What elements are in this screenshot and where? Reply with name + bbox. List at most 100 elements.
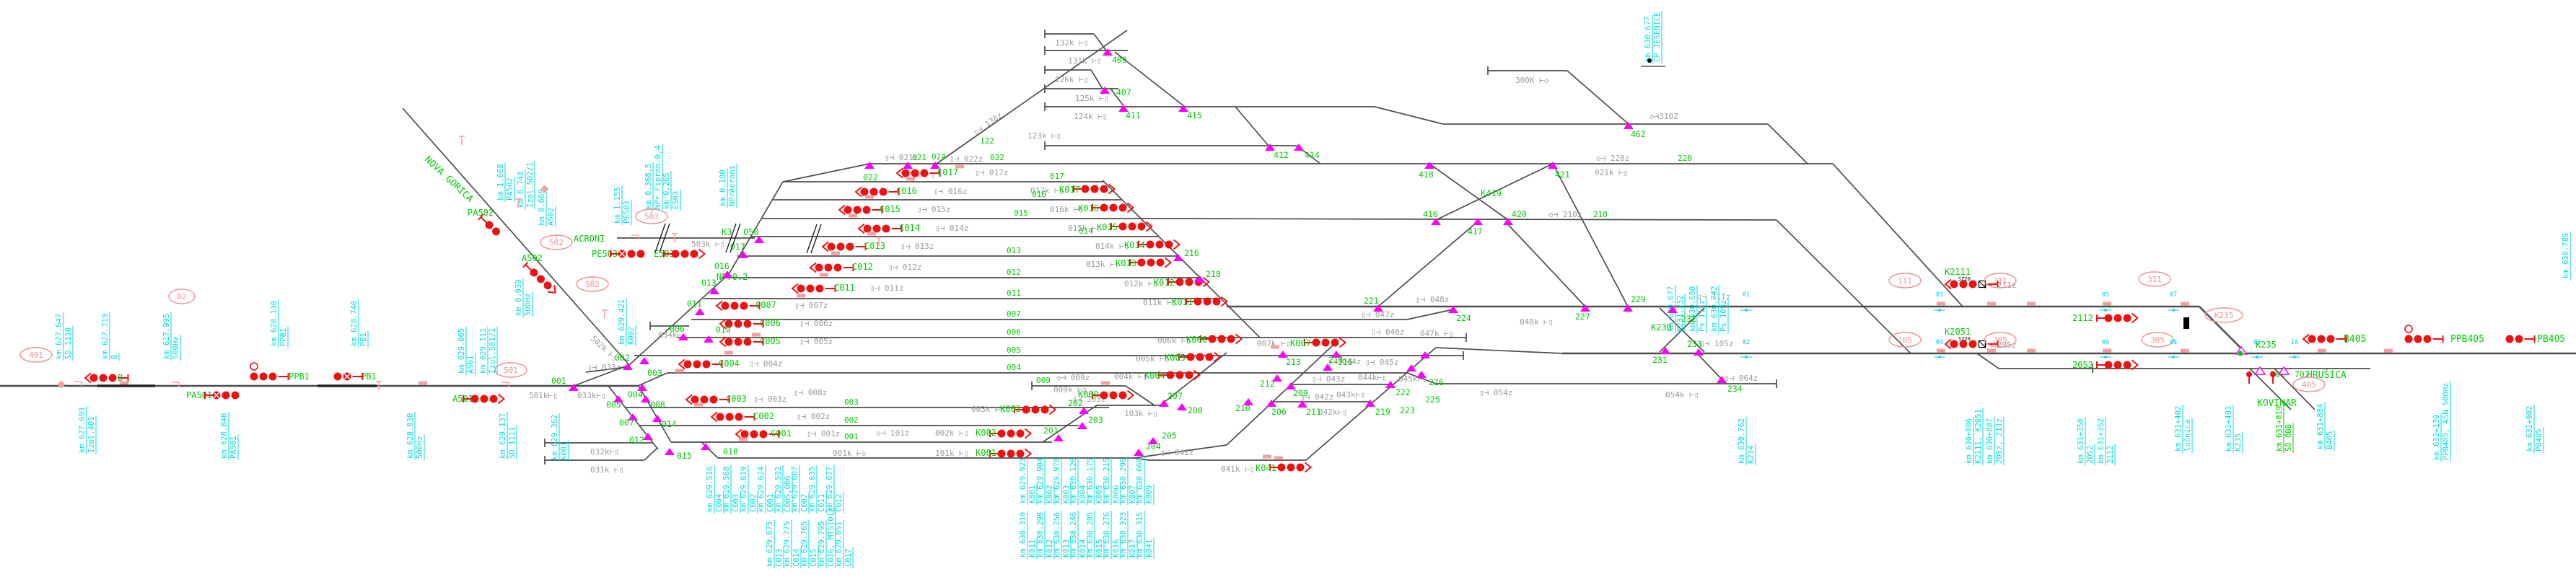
km-post: km 629.111 Izol.501/1: [479, 327, 498, 375]
km-post: km 627.995 500Hz: [162, 312, 181, 361]
signal-name: C016: [896, 186, 917, 196]
level-crossing: [806, 224, 822, 254]
km-post: km 630.285 K015: [1086, 511, 1105, 559]
km-post-name: ŠD ÖBB: [2284, 424, 2293, 452]
signal-e503: [663, 248, 706, 260]
track-line: [1429, 163, 1509, 221]
signal-k006: K006: [1186, 333, 1243, 345]
track-end-label: ◇⊣ 210z: [1548, 210, 1582, 219]
signal-lamp: [759, 430, 768, 439]
track-line: [1832, 163, 1963, 307]
point-number-214: 214: [1328, 355, 1344, 365]
badge-text: 501: [504, 366, 518, 375]
km-post-name: A501: [467, 356, 476, 374]
km-post: km 630.126 K004: [1069, 457, 1088, 505]
km-post-name: C005,006: [784, 475, 792, 512]
km-post-name: K005: [1095, 485, 1104, 503]
point-number-210: 210: [1235, 403, 1250, 413]
insulated-joint-mark: [739, 437, 748, 441]
signal-lamp: [2515, 335, 2523, 343]
km-post-value: km 1.668: [496, 164, 505, 201]
label-122: 122: [980, 136, 994, 146]
km-post-value: km 629.111: [479, 328, 488, 374]
signal-lamp: [485, 221, 494, 229]
point-024: [930, 162, 940, 169]
label-pb1: PB1: [361, 371, 377, 382]
axle-counter-06: 06: [2100, 339, 2111, 358]
signal-a502: [522, 261, 556, 294]
point-201: [1053, 434, 1064, 441]
km-post-name: Izol.501/1: [489, 328, 497, 374]
track-end-label: ▯⊣ 211z: [1983, 281, 2016, 290]
signal-lamp: [1118, 391, 1127, 400]
track-end-label: 033k⊢▯: [577, 391, 606, 400]
point-211: [1297, 400, 1307, 408]
track-end-label: ▯⊣ 022z: [950, 154, 983, 164]
point-234: [1717, 376, 1727, 383]
signal-lamp: [480, 395, 489, 403]
label-2112: 2112: [2072, 313, 2093, 323]
axle-counter-number: 09: [2253, 339, 2261, 346]
km-post-name: C016, MTS101z: [827, 508, 836, 567]
point-418: [1424, 162, 1434, 169]
signal-name: K003: [1000, 404, 1021, 414]
signal-k016: K016: [1078, 202, 1135, 213]
signal-lamp: [1287, 463, 1295, 472]
signal-lamp: [1959, 280, 1968, 288]
point-number-216: 216: [1184, 248, 1199, 258]
km-post-value: km 629.624: [757, 467, 766, 512]
badge-205: 205: [1984, 332, 2017, 348]
point-010: [704, 335, 714, 343]
signal-lamp: [836, 242, 845, 251]
km-post-name: K007: [1129, 485, 1137, 503]
point-012: [643, 433, 653, 440]
track-end-label: 300K ⊢◇: [1515, 76, 1549, 85]
signal-lamp: [1109, 203, 1118, 212]
point-number-233: 233: [1687, 339, 1702, 349]
insulated-joint-mark: [831, 251, 840, 255]
km-post-name: C013: [775, 549, 784, 567]
signal-lamp: [89, 374, 98, 382]
track-end-label: 003k ⊢▯: [971, 405, 1004, 414]
track-end-label: ▯⊣ 006z: [799, 319, 833, 328]
km-post: km 1.668 PA502: [496, 162, 515, 202]
km-post-value: km 630.742: [1710, 286, 1719, 332]
label-k2051: K2051: [1945, 327, 1971, 337]
km-post: km 630.677K231,232: [1667, 285, 1686, 333]
track-end-label: ▯⊣ 064z: [1725, 374, 1758, 383]
point-415: [1178, 105, 1188, 112]
km-post-value: km 630.276: [1103, 512, 1111, 558]
km-post: km 630.246 K014: [1069, 511, 1088, 559]
signal-k005: K005: [1165, 351, 1222, 363]
track-line: [1114, 51, 1186, 107]
point-number-225: 225: [1425, 395, 1440, 405]
km-post: km 0.748 Izol.502/1: [517, 161, 535, 209]
signal-lamp: [2423, 335, 2432, 343]
track-end-label: 042k⊢▯: [1318, 408, 1347, 417]
track-line: [637, 372, 668, 387]
signal-name: C005: [760, 336, 781, 346]
point-022: [864, 162, 875, 169]
point-number-222: 222: [1396, 387, 1411, 397]
signal-c016: C016: [854, 186, 917, 198]
signal-lamp: [2104, 361, 2113, 369]
badge-text: 401: [29, 351, 43, 360]
point-050: [754, 236, 764, 243]
signal-lamp: [1193, 297, 1202, 306]
signal-k007: K007: [1290, 337, 1347, 348]
insulated-joint-mark: [1937, 348, 1945, 353]
track-end-label: 013k ⊢▯: [1086, 260, 1119, 269]
signal-lamp: [108, 374, 117, 382]
tick-mark: [459, 136, 465, 145]
track-end-label: 047k ⊢▯: [1420, 329, 1453, 338]
label-nova-gorica: NOVA GORICA: [422, 154, 475, 205]
signal-pa502: [478, 213, 501, 236]
track-end-label: 101k ⊢▯: [935, 449, 968, 458]
point-215: [1331, 351, 1341, 358]
label-017: 017: [1050, 172, 1064, 181]
signal-lamp: [827, 242, 836, 251]
point-number-212: 212: [1260, 379, 1275, 389]
badge-405: 405: [2292, 376, 2326, 392]
signal-lamp: [333, 372, 342, 381]
track-end-label: ▯⊣ 005z: [799, 337, 833, 346]
